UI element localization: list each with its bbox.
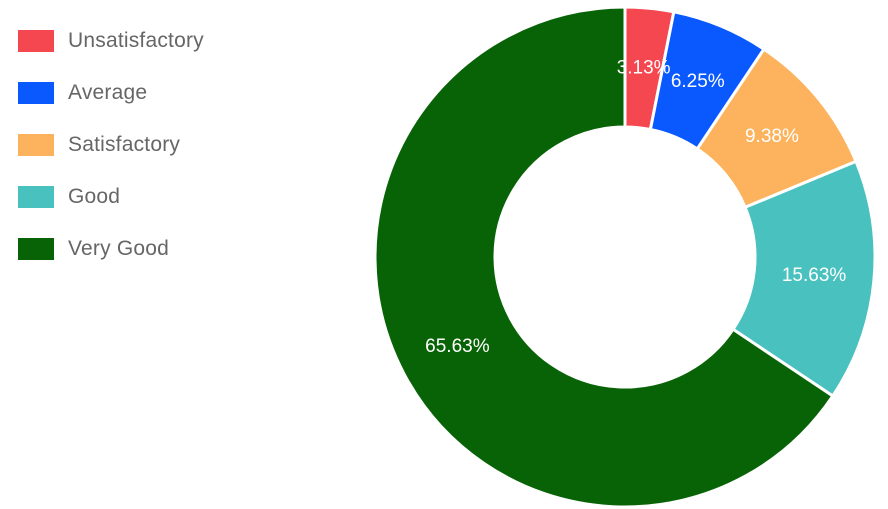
slice-label-good: 15.63% xyxy=(782,265,847,286)
legend-label-unsatisfactory: Unsatisfactory xyxy=(68,29,204,52)
legend-swatch-good xyxy=(18,186,54,208)
legend-item-good[interactable]: Good xyxy=(18,184,268,210)
slice-label-very-good: 65.63% xyxy=(425,336,490,357)
slice-label-average: 6.25% xyxy=(671,71,725,92)
legend-swatch-satisfactory xyxy=(18,134,54,156)
legend-item-unsatisfactory[interactable]: Unsatisfactory xyxy=(18,28,268,54)
legend-item-average[interactable]: Average xyxy=(18,80,268,106)
legend-swatch-unsatisfactory xyxy=(18,30,54,52)
slice-very-good[interactable] xyxy=(373,5,835,509)
legend-swatch-very-good xyxy=(18,238,54,260)
slice-good[interactable] xyxy=(730,159,877,399)
chart-legend: Unsatisfactory Average Satisfactory Good… xyxy=(18,28,268,288)
doughnut-slice-labels: 3.13%6.25% 9.38% 15.63% 65.63% xyxy=(425,57,846,357)
legend-label-satisfactory: Satisfactory xyxy=(68,133,181,156)
legend-label-very-good: Very Good xyxy=(68,237,170,260)
legend-label-average: Average xyxy=(68,81,148,104)
legend-item-very-good[interactable]: Very Good xyxy=(18,236,268,262)
slice-label-unsatisfactory: 3.13% xyxy=(617,57,671,78)
legend-label-good: Good xyxy=(68,185,121,208)
legend-swatch-average xyxy=(18,82,54,104)
legend-item-satisfactory[interactable]: Satisfactory xyxy=(18,132,268,158)
slice-label-satisfactory: 9.38% xyxy=(745,126,799,147)
doughnut-slices xyxy=(373,5,877,509)
